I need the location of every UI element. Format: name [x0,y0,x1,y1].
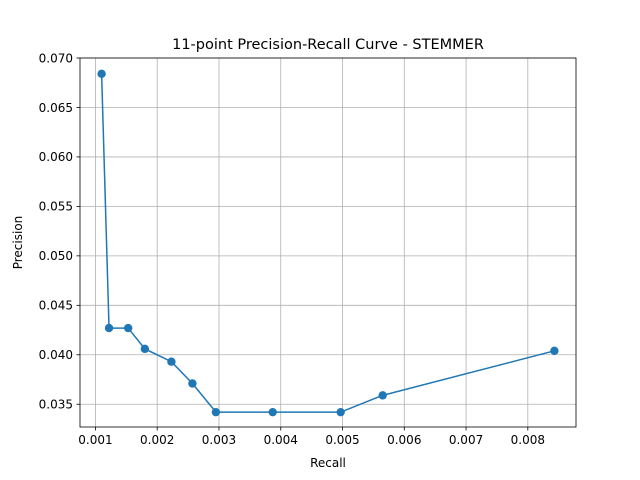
data-point [167,357,176,366]
data-point [188,379,197,388]
x-tick-label: 0.006 [387,433,421,447]
series-group [97,69,559,417]
y-axis-label: Precision [11,216,25,270]
plot-area [80,58,576,427]
y-tick-label: 0.040 [39,348,73,362]
chart-title: 11-point Precision-Recall Curve - STEMME… [172,37,484,53]
y-tick-label: 0.060 [39,150,73,164]
axes-frame [79,57,577,428]
y-axis-ticks: 0.035 0.040 0.045 0.050 0.055 0.060 0.065 0.070 [39,51,80,412]
data-point [378,391,387,400]
data-point [268,407,277,417]
x-tick-label: 0.007 [449,433,483,447]
y-tick-label: 0.055 [39,200,73,214]
x-axis-ticks: 0.001 0.002 0.003 0.004 0.005 0.006 0.007 0.008 [78,427,545,447]
data-point [97,69,106,79]
data-point [550,346,559,356]
x-tick-label: 0.002 [140,433,174,447]
y-tick-label: 0.035 [39,398,73,412]
y-tick-label: 0.070 [39,51,73,65]
x-axis-label: Recall [310,456,346,470]
x-tick-label: 0.001 [78,433,112,447]
data-point [104,323,114,333]
data-point [336,407,345,417]
data-point [140,344,150,354]
y-tick-label: 0.045 [39,299,73,313]
x-tick-label: 0.005 [325,433,359,447]
x-tick-label: 0.008 [511,433,545,447]
y-tick-label: 0.065 [39,101,73,115]
x-tick-label: 0.003 [202,433,236,447]
grid-lines [80,57,576,427]
data-point [123,323,133,333]
x-tick-label: 0.004 [264,433,298,447]
data-point [211,407,221,417]
y-tick-label: 0.050 [39,249,73,263]
